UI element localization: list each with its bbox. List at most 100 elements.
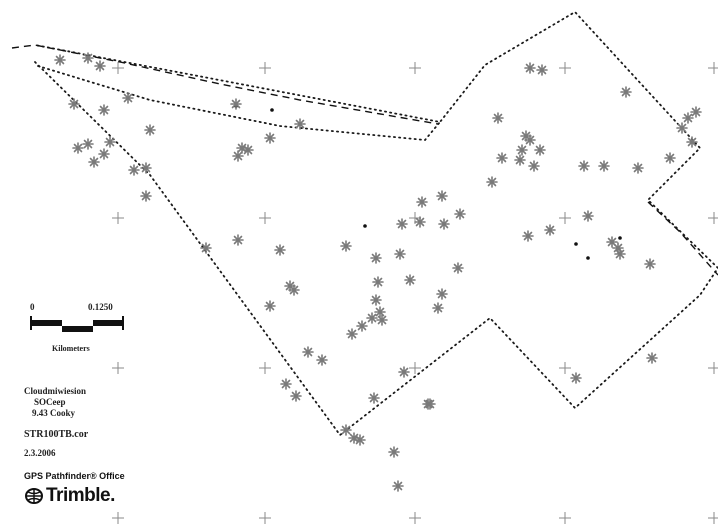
feature-asterisk-icon bbox=[486, 176, 498, 188]
feature-asterisk-icon bbox=[416, 196, 428, 208]
gps-point bbox=[574, 242, 578, 246]
feature-asterisk-icon bbox=[122, 92, 134, 104]
feature-asterisk-icon bbox=[294, 118, 306, 130]
map-info: Cloudmiwiesion SOCeep 9.43 Cooky STR100T… bbox=[24, 386, 144, 507]
feature-asterisk-icon bbox=[230, 98, 242, 110]
feature-asterisk-icon bbox=[232, 150, 244, 162]
feature-asterisk-icon bbox=[356, 320, 368, 332]
feature-asterisk-icon bbox=[288, 284, 300, 296]
grid-cross bbox=[259, 512, 271, 524]
scale-bar: 0 0.1250 Kilometers bbox=[28, 302, 128, 354]
info-line-2: SOCeep bbox=[34, 397, 66, 407]
scale-unit-label: Kilometers bbox=[52, 344, 90, 353]
feature-asterisk-icon bbox=[432, 302, 444, 314]
feature-asterisk-icon bbox=[54, 54, 66, 66]
feature-asterisk-icon bbox=[232, 234, 244, 246]
feature-asterisk-icon bbox=[398, 366, 410, 378]
feature-asterisk-icon bbox=[140, 190, 152, 202]
feature-asterisk-icon bbox=[570, 372, 582, 384]
feature-asterisk-icon bbox=[404, 274, 416, 286]
feature-asterisk-icon bbox=[436, 288, 448, 300]
feature-asterisk-icon bbox=[598, 160, 610, 172]
grid-cross bbox=[112, 62, 124, 74]
feature-asterisk-icon bbox=[140, 162, 152, 174]
grid-cross bbox=[409, 512, 421, 524]
inner-path bbox=[37, 65, 441, 141]
feature-asterisk-icon bbox=[340, 240, 352, 252]
feature-asterisk-icon bbox=[396, 218, 408, 230]
feature-asterisk-icon bbox=[496, 152, 508, 164]
grid-cross bbox=[559, 362, 571, 374]
gps-points bbox=[234, 104, 622, 260]
feature-asterisk-icon bbox=[374, 306, 386, 318]
grid-cross bbox=[112, 212, 124, 224]
feature-asterisk-icon bbox=[274, 244, 286, 256]
grid-cross bbox=[559, 512, 571, 524]
feature-asterisk-icon bbox=[452, 262, 464, 274]
feature-asterisk-icon bbox=[302, 346, 314, 358]
grid-cross bbox=[112, 362, 124, 374]
dashed-traverse-east bbox=[647, 201, 718, 276]
grid-cross bbox=[112, 512, 124, 524]
feature-asterisk-icon bbox=[264, 132, 276, 144]
gps-point bbox=[618, 236, 622, 240]
feature-asterisk-icon bbox=[534, 144, 546, 156]
trimble-globe-icon bbox=[25, 488, 43, 504]
feature-asterisk-icon bbox=[528, 160, 540, 172]
feature-asterisk-icon bbox=[200, 242, 212, 254]
grid-cross bbox=[259, 212, 271, 224]
feature-asterisk-icon bbox=[536, 64, 548, 76]
feature-asterisk-icon bbox=[582, 210, 594, 222]
trimble-logo: Trimble. bbox=[24, 485, 144, 507]
feature-asterisk-icon bbox=[646, 352, 658, 364]
feature-markers bbox=[54, 52, 702, 492]
feature-asterisk-icon bbox=[516, 144, 528, 156]
feature-asterisk-icon bbox=[632, 162, 644, 174]
info-line-3: 9.43 Cooky bbox=[32, 408, 76, 418]
file-name: STR100TB.cor bbox=[24, 429, 89, 440]
feature-asterisk-icon bbox=[492, 112, 504, 124]
feature-asterisk-icon bbox=[98, 148, 110, 160]
gps-point bbox=[363, 224, 367, 228]
feature-asterisk-icon bbox=[82, 138, 94, 150]
feature-asterisk-icon bbox=[438, 218, 450, 230]
gps-point bbox=[586, 256, 590, 260]
feature-asterisk-icon bbox=[128, 164, 140, 176]
feature-asterisk-icon bbox=[370, 294, 382, 306]
feature-asterisk-icon bbox=[340, 424, 352, 436]
scale-start-label: 0 bbox=[30, 302, 35, 312]
feature-asterisk-icon bbox=[522, 230, 534, 242]
feature-asterisk-icon bbox=[316, 354, 328, 366]
feature-asterisk-icon bbox=[524, 134, 536, 146]
feature-asterisk-icon bbox=[366, 312, 378, 324]
feature-asterisk-icon bbox=[644, 258, 656, 270]
feature-asterisk-icon bbox=[388, 446, 400, 458]
feature-asterisk-icon bbox=[414, 216, 426, 228]
feature-asterisk-icon bbox=[346, 328, 358, 340]
feature-asterisk-icon bbox=[68, 98, 80, 110]
feature-asterisk-icon bbox=[686, 136, 698, 148]
feature-asterisk-icon bbox=[664, 152, 676, 164]
feature-asterisk-icon bbox=[88, 156, 100, 168]
feature-asterisk-icon bbox=[264, 300, 276, 312]
feature-asterisk-icon bbox=[376, 314, 388, 326]
feature-asterisk-icon bbox=[242, 144, 254, 156]
gps-point bbox=[270, 108, 274, 112]
feature-asterisk-icon bbox=[394, 248, 406, 260]
grid-cross bbox=[708, 212, 718, 224]
feature-asterisk-icon bbox=[94, 60, 106, 72]
feature-asterisk-icon bbox=[354, 434, 366, 446]
feature-asterisk-icon bbox=[104, 136, 116, 148]
software-name: GPS Pathfinder® Office bbox=[24, 471, 125, 481]
feature-asterisk-icon bbox=[372, 276, 384, 288]
feature-asterisk-icon bbox=[368, 392, 380, 404]
feature-asterisk-icon bbox=[676, 122, 688, 134]
company-name: Trimble. bbox=[46, 485, 115, 506]
grid-cross bbox=[559, 212, 571, 224]
grid-cross bbox=[708, 362, 718, 374]
grid-crosses bbox=[112, 62, 718, 524]
feature-asterisk-icon bbox=[290, 390, 302, 402]
grid-cross bbox=[259, 362, 271, 374]
